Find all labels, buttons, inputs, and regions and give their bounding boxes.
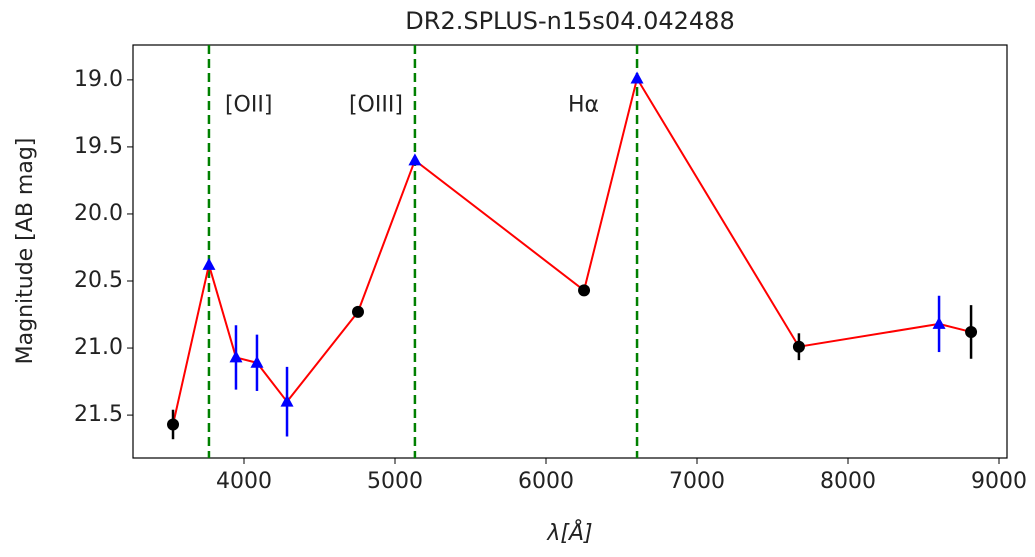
chart-title: DR2.SPLUS-n15s04.042488 bbox=[405, 7, 734, 35]
x-tick-label: 9000 bbox=[971, 469, 1027, 494]
y-axis-label: Magnitude [AB mag] bbox=[13, 138, 38, 365]
data-line bbox=[172, 75, 972, 425]
emission-line-label: [OII] bbox=[225, 92, 272, 117]
narrow-band-point bbox=[229, 350, 243, 363]
narrow-band-point bbox=[408, 153, 422, 166]
plot-frame bbox=[132, 44, 1008, 459]
x-tick-label: 7000 bbox=[669, 469, 725, 494]
x-tick-label: 4000 bbox=[216, 469, 272, 494]
broad-band-point bbox=[351, 305, 364, 318]
narrow-band-point bbox=[280, 394, 294, 407]
x-tick-label: 8000 bbox=[820, 469, 876, 494]
narrow-band-point bbox=[250, 355, 264, 368]
y-tick-label: 20.5 bbox=[74, 268, 123, 293]
broad-band-point bbox=[792, 340, 805, 353]
y-tick-label: 21.0 bbox=[74, 335, 123, 360]
narrow-band-point bbox=[202, 257, 216, 270]
x-tick-label: 5000 bbox=[367, 469, 423, 494]
y-tick-label: 20.0 bbox=[74, 201, 123, 226]
y-tick-label: 19.5 bbox=[74, 134, 123, 159]
x-axis-label: λ[Å] bbox=[546, 519, 592, 546]
narrow-band-point bbox=[630, 71, 644, 84]
broad-band-point bbox=[965, 325, 978, 338]
broad-band-point bbox=[167, 418, 180, 431]
emission-line-label: [OIII] bbox=[349, 92, 403, 117]
x-tick-label: 6000 bbox=[518, 469, 574, 494]
y-tick-label: 21.5 bbox=[74, 402, 123, 427]
narrow-band-point bbox=[932, 316, 946, 329]
emission-line-label: Hα bbox=[568, 92, 599, 117]
broad-band-point bbox=[578, 284, 591, 297]
y-tick-label: 19.0 bbox=[74, 67, 123, 92]
